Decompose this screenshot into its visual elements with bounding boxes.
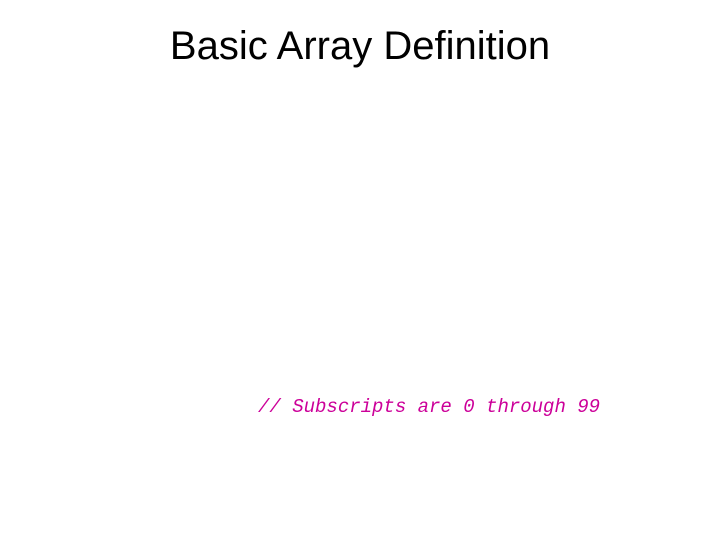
slide-title: Basic Array Definition	[0, 24, 720, 69]
code-comment: // Subscripts are 0 through 99	[258, 396, 600, 418]
slide-container: Basic Array Definition // Subscripts are…	[0, 0, 720, 540]
